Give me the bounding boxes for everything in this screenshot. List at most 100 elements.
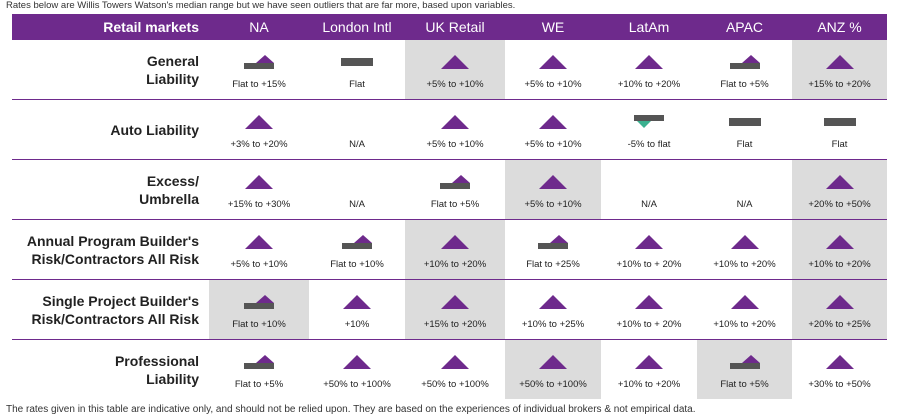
rate-label: Flat to +5% <box>720 79 769 90</box>
up-icon <box>245 111 273 133</box>
flat-icon <box>823 111 856 133</box>
rate-cell: Flat to +25% <box>505 219 601 280</box>
table-row: Single Project Builder's Risk/Contractor… <box>12 279 887 340</box>
table-row: General Liability Flat to +15% Flat +5% to … <box>12 40 887 100</box>
rate-cell: Flat <box>309 40 405 100</box>
rate-label: +15% to +30% <box>227 199 291 210</box>
rate-label: +15% to +20% <box>423 319 487 330</box>
rate-cell: +5% to +10% <box>505 40 601 100</box>
rate-cell: +10% to +20% <box>697 219 792 280</box>
rate-cell: +10% to +20% <box>792 219 887 280</box>
rate-cell: +15% to +30% <box>209 159 309 220</box>
rate-cell: +20% to +25% <box>792 279 887 340</box>
flat-up-icon <box>244 351 274 373</box>
up-icon <box>825 231 854 253</box>
rate-label: +50% to +100% <box>519 379 587 390</box>
up-icon <box>539 111 567 133</box>
up-icon <box>730 291 759 313</box>
rate-label: +5% to +10% <box>426 79 484 90</box>
up-icon <box>441 351 469 373</box>
rate-label: +5% to +10% <box>426 139 484 150</box>
up-icon <box>825 351 854 373</box>
rate-label: Flat to +10% <box>232 319 286 330</box>
rate-label: +10% to +20% <box>423 259 487 270</box>
up-icon <box>539 51 567 73</box>
column-header-anz: ANZ % <box>792 14 887 40</box>
rate-label: N/A <box>736 199 753 210</box>
rate-cell: +10% to +25% <box>505 279 601 340</box>
rate-label: +10% to +20% <box>808 259 871 270</box>
column-header-uk-retail: UK Retail <box>405 14 505 40</box>
rate-label: +20% to +50% <box>808 199 871 210</box>
rate-label: +10% to + 20% <box>616 259 682 270</box>
rate-label: Flat to +5% <box>430 199 480 210</box>
up-icon <box>825 291 854 313</box>
up-icon <box>245 171 273 193</box>
table-body: General Liability Flat to +15% Flat +5% to … <box>12 40 887 399</box>
rate-label: +30% to +50% <box>808 379 871 390</box>
rate-label: N/A <box>349 199 365 210</box>
rate-label: Flat to +5% <box>720 379 769 390</box>
rate-cell: Flat to +5% <box>209 340 309 400</box>
column-header-retail-markets: Retail markets <box>12 14 209 40</box>
rate-cell: N/A <box>601 159 697 220</box>
column-header-apac: APAC <box>697 14 792 40</box>
up-icon <box>343 351 371 373</box>
flat-up-icon <box>729 51 760 73</box>
rate-cell: +10% to +20% <box>601 340 697 400</box>
flat-icon <box>341 51 373 73</box>
rate-label: Flat <box>736 139 753 150</box>
rate-cell: +5% to +10% <box>505 159 601 220</box>
row-label: Single Project Builder's Risk/Contractor… <box>12 279 209 340</box>
up-icon <box>441 231 469 253</box>
table-row: Auto Liability +3% to +20% N/A +5% to +10% +… <box>12 99 887 160</box>
up-icon <box>825 171 854 193</box>
up-icon <box>441 111 469 133</box>
column-header-london-intl: London Intl <box>309 14 405 40</box>
rate-label: N/A <box>641 199 657 210</box>
up-icon <box>635 291 663 313</box>
row-label: Excess/ Umbrella <box>12 159 209 220</box>
rate-label: +3% to +20% <box>230 139 288 150</box>
rate-label: +50% to +100% <box>421 379 489 390</box>
rate-label: -5% to flat <box>627 139 671 150</box>
column-header-we: WE <box>505 14 601 40</box>
rate-cell: +10% to + 20% <box>601 279 697 340</box>
rate-cell: +10% to +20% <box>697 279 792 340</box>
rate-label: N/A <box>349 139 365 150</box>
rate-cell: -5% to flat <box>601 99 697 160</box>
rate-label: +10% to +20% <box>713 319 776 330</box>
rate-cell: Flat <box>697 99 792 160</box>
rate-cell: +10% to +20% <box>405 219 505 280</box>
rate-cell: +10% to +20% <box>601 40 697 100</box>
flat-up-icon <box>342 231 372 253</box>
rate-cell: Flat to +5% <box>697 339 792 399</box>
column-header-na: NA <box>209 14 309 40</box>
up-icon <box>343 291 371 313</box>
rate-cell: N/A <box>309 159 405 220</box>
rate-cell: +20% to +50% <box>792 159 887 220</box>
rate-cell: Flat to +15% <box>209 40 309 100</box>
rate-label: Flat to +10% <box>330 259 384 270</box>
up-icon <box>539 171 567 193</box>
rate-cell: N/A <box>697 159 792 220</box>
rate-label: Flat to +5% <box>234 379 284 390</box>
rate-label: Flat <box>831 139 848 150</box>
row-label: Auto Liability <box>12 99 209 160</box>
rate-cell: +50% to +100% <box>309 340 405 400</box>
up-icon <box>441 51 469 73</box>
rate-cell: +5% to +10% <box>209 219 309 280</box>
rate-cell: +5% to +10% <box>405 40 505 100</box>
rate-cell: +5% to +10% <box>505 99 601 160</box>
up-icon <box>539 351 567 373</box>
rate-cell: +30% to +50% <box>792 340 887 400</box>
rate-label: Flat to +25% <box>526 259 580 270</box>
rate-cell: N/A <box>309 99 405 160</box>
header-row: Retail markets NA London Intl UK Retail WE La… <box>12 14 887 40</box>
rate-cell: +50% to +100% <box>505 339 601 399</box>
row-label: Professional Liability <box>114 352 199 387</box>
rate-cell: Flat to +10% <box>309 219 405 280</box>
up-icon <box>635 51 663 73</box>
flat-up-icon <box>440 171 470 193</box>
rate-cell: +10% <box>309 279 405 340</box>
